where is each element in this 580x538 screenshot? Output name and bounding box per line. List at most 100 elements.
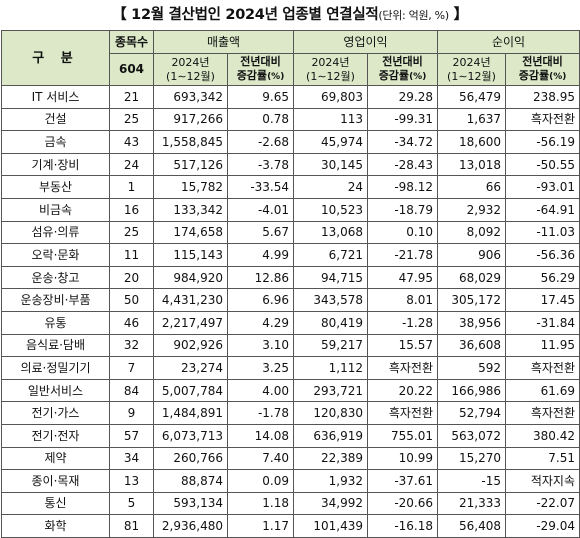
row-net-income: 906 [437,243,507,267]
row-net-income: 56,479 [437,85,507,109]
title-bracket-open: 【 [112,7,127,23]
table-body: IT 서비스 21 693,342 9.65 69,803 29.28 56,479 238.… [1,85,580,538]
title-unit: (단위: 억원, %) [378,9,449,22]
title-main: 12월 결산법인 2024년 업종별 연결실적 [126,7,379,23]
header-net-period: 2024년 (1∼12월) [437,53,507,86]
row-name: 전기·전자 [1,423,110,448]
row-op-yoy: 0.10 [366,220,439,245]
row-op-yoy: -20.66 [366,491,439,516]
row-count: 81 [109,514,154,538]
row-net-income: -15 [437,469,507,493]
table-row: 화학 81 2,936,480 1.17 101,439 -16.18 56,408 -29.… [1,514,580,538]
table-row: 기계·장비 24 517,126 -3.78 30,145 -28.43 13,018 -50… [1,152,580,177]
row-net-income: 68,029 [437,265,507,290]
row-op-yoy: -18.79 [366,197,439,222]
row-name: 음식료·담배 [1,333,110,358]
row-name: 통신 [1,491,110,516]
row-net-yoy: 56.29 [505,265,580,290]
row-op-income: 6,721 [293,243,368,267]
row-count: 5 [109,491,154,516]
row-sales: 133,342 [153,197,228,222]
row-count: 21 [109,85,154,109]
row-net-yoy: 흑자전환 [505,401,580,425]
row-op-yoy: -28.43 [366,152,439,177]
row-name: 제약 [1,446,110,471]
row-net-yoy: -64.91 [505,197,580,222]
row-count: 24 [109,152,154,177]
row-sales: 15,782 [153,175,228,199]
table-row: 전기·전자 57 6,073,713 14.08 636,919 755.01 563,07… [1,423,580,448]
row-net-income: 52,794 [437,401,507,425]
row-sales: 2,217,497 [153,310,228,335]
row-count: 57 [109,423,154,448]
table-row: 금속 43 1,558,845 -2.68 45,974 -34.72 18,600 -56.… [1,130,580,154]
row-op-income: 120,830 [293,401,368,425]
row-net-yoy: -22.07 [505,491,580,516]
row-name: 종이·목재 [1,469,110,493]
row-name: 운송장비·부품 [1,288,110,312]
header-gubun: 구 분 [1,30,110,86]
row-sales: 517,126 [153,152,228,177]
header-op-yoy: 전년대비 증감률(%) [366,53,439,86]
row-op-income: 34,992 [293,491,368,516]
row-op-yoy: 755.01 [366,423,439,448]
table-row: 건설 25 917,266 0.78 113 -99.31 1,637 흑자전환 [1,107,580,132]
row-count: 16 [109,197,154,222]
row-net-yoy: 흑자전환 [505,356,580,380]
row-sales: 917,266 [153,107,228,132]
row-op-income: 94,715 [293,265,368,290]
row-name: 의료·정밀기기 [1,356,110,380]
row-op-yoy: 47.95 [366,265,439,290]
row-sales-yoy: -3.78 [227,152,294,177]
row-sales: 4,431,230 [153,288,228,312]
row-net-income: 1,637 [437,107,507,132]
row-op-income: 69,803 [293,85,368,109]
row-net-income: 18,600 [437,130,507,154]
table-row: IT 서비스 21 693,342 9.65 69,803 29.28 56,479 238.… [1,85,580,109]
row-net-yoy: -93.01 [505,175,580,199]
row-op-yoy: -34.72 [366,130,439,154]
row-net-income: 56,408 [437,514,507,538]
row-net-income: 15,270 [437,446,507,471]
row-name: 비금속 [1,197,110,222]
row-net-yoy: -56.36 [505,243,580,267]
row-sales-yoy: -2.68 [227,130,294,154]
row-name: 기계·장비 [1,152,110,177]
row-count: 84 [109,378,154,403]
row-sales-yoy: 7.40 [227,446,294,471]
row-sales: 88,874 [153,469,228,493]
row-net-income: 2,932 [437,197,507,222]
row-op-income: 293,721 [293,378,368,403]
row-op-yoy: -37.61 [366,469,439,493]
row-count: 34 [109,446,154,471]
row-net-income: 305,172 [437,288,507,312]
table-row: 일반서비스 84 5,007,784 4.00 293,721 20.22 166,986 6… [1,378,580,403]
header-net-income: 순이익 [437,30,580,54]
row-net-income: 13,018 [437,152,507,177]
row-sales: 1,558,845 [153,130,228,154]
row-sales-yoy: 4.29 [227,310,294,335]
table-row: 종이·목재 13 88,874 0.09 1,932 -37.61 -15 적자지속 [1,469,580,493]
header-op-period: 2024년 (1∼12월) [293,53,368,86]
row-op-yoy: 8.01 [366,288,439,312]
row-op-yoy: 흑자전환 [366,401,439,425]
row-sales-yoy: 1.18 [227,491,294,516]
header-sales: 매출액 [153,30,294,54]
row-name: 일반서비스 [1,378,110,403]
row-net-income: 36,608 [437,333,507,358]
table-row: 유통 46 2,217,497 4.29 80,419 -1.28 38,956 -31.84 [1,310,580,335]
row-name: 화학 [1,514,110,538]
row-sales-yoy: 4.00 [227,378,294,403]
row-name: 전기·가스 [1,401,110,425]
row-name: 부동산 [1,175,110,199]
row-sales: 2,936,480 [153,514,228,538]
row-net-yoy: 흑자전환 [505,107,580,132]
row-sales: 593,134 [153,491,228,516]
row-op-yoy: 29.28 [366,85,439,109]
row-sales-yoy: -1.78 [227,401,294,425]
row-op-income: 45,974 [293,130,368,154]
row-count: 25 [109,107,154,132]
table-row: 제약 34 260,766 7.40 22,389 10.99 15,270 7.51 [1,446,580,471]
row-sales-yoy: 0.09 [227,469,294,493]
row-op-yoy: -1.28 [366,310,439,335]
